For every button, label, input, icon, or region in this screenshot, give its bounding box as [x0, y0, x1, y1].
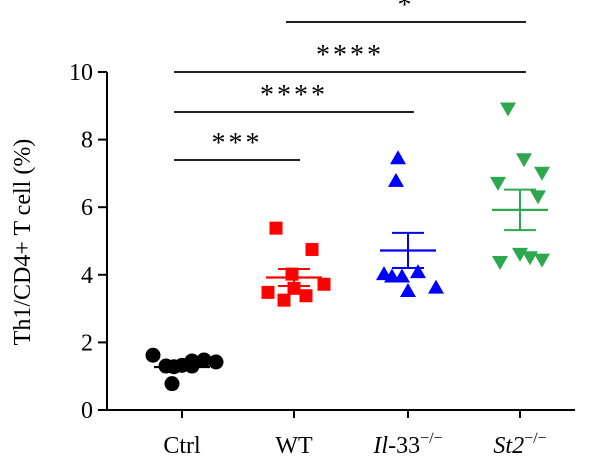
data-point [516, 153, 532, 168]
x-tick-label: WT [275, 433, 313, 459]
y-tick-label: 10 [69, 60, 93, 86]
data-point [196, 352, 212, 368]
axes: 0 2 4 6 8 10 Ctrl WT Il-33−/− St2−/− [69, 60, 575, 459]
data-point [534, 253, 550, 268]
data-point [384, 268, 400, 283]
x-tick-label: Il-33−/− [372, 430, 442, 459]
data-point [208, 354, 224, 370]
data-point [522, 251, 538, 266]
data-point [428, 279, 444, 294]
significance-brackets: ************ [174, 0, 526, 161]
data-marks [145, 102, 550, 392]
data-point [530, 190, 546, 205]
y-tick-label: 2 [81, 330, 93, 356]
data-point [145, 347, 161, 363]
data-point [410, 264, 426, 279]
data-point [317, 277, 331, 291]
data-point [490, 176, 506, 191]
y-axis-title: Th1/CD4+ T cell (%) [10, 139, 36, 346]
y-tick-label: 6 [81, 195, 93, 221]
data-point [299, 289, 313, 303]
data-point [261, 285, 275, 299]
significance-label: **** [260, 80, 328, 111]
data-point [390, 150, 406, 165]
y-tick-label: 8 [81, 128, 93, 154]
data-point [492, 255, 508, 270]
data-point [269, 221, 283, 235]
data-point [305, 242, 319, 256]
data-point [400, 283, 416, 298]
mean-sem-bars [154, 188, 548, 372]
significance-label: **** [316, 40, 384, 71]
data-point [164, 376, 180, 392]
significance-label: *** [212, 128, 263, 159]
data-point [534, 166, 550, 181]
significance-label: * [398, 0, 415, 21]
y-tick-label: 4 [81, 263, 93, 289]
data-point [500, 102, 516, 117]
x-tick-label: St2−/− [493, 430, 546, 459]
y-tick-label: 0 [81, 398, 93, 424]
data-point [388, 172, 404, 187]
x-tick-label: Ctrl [163, 433, 201, 459]
data-point [277, 293, 291, 307]
